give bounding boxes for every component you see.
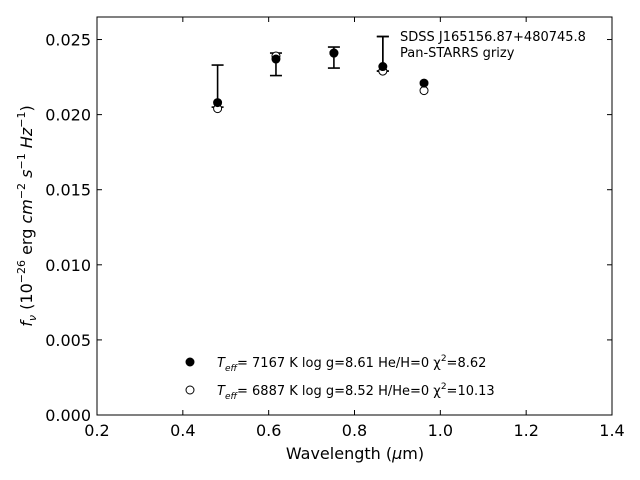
x-tick-label: 1.2 bbox=[513, 421, 538, 440]
model-point-filled bbox=[419, 78, 429, 88]
model-point-open bbox=[419, 86, 429, 96]
legend-label-part: eff bbox=[225, 364, 239, 374]
model-point-filled bbox=[329, 48, 339, 58]
model-point-filled bbox=[271, 54, 281, 64]
data-points bbox=[213, 48, 429, 114]
annotation-object-name: SDSS J165156.87+480745.8 bbox=[400, 30, 586, 45]
y-tick-label: 0.025 bbox=[45, 31, 91, 50]
legend-label-part: =8.62 bbox=[447, 356, 487, 371]
y-tick-label: 0.005 bbox=[45, 331, 91, 350]
x-tick-label: 0.4 bbox=[170, 421, 195, 440]
x-tick-label: 0.6 bbox=[256, 421, 281, 440]
legend-marker-filled bbox=[185, 357, 195, 367]
legend-label-part: = 6887 K log g=8.52 H/He=0 χ bbox=[237, 384, 441, 399]
x-tick-label: 1.0 bbox=[428, 421, 453, 440]
legend: Teff= 7167 K log g=8.61 He/H=0 χ2=8.62Te… bbox=[185, 354, 495, 402]
y-tick-label: 0.010 bbox=[45, 256, 91, 275]
model-point-filled bbox=[213, 98, 223, 108]
x-tick-label: 0.2 bbox=[84, 421, 109, 440]
y-tick-label: 0.020 bbox=[45, 106, 91, 125]
annotation-survey-name: Pan-STARRS grizy bbox=[400, 46, 515, 61]
y-tick-label: 0.015 bbox=[45, 181, 91, 200]
x-tick-label: 0.8 bbox=[342, 421, 367, 440]
x-axis-label: Wavelength (μm) bbox=[286, 444, 424, 463]
y-axis-label: fν (10−26 erg cm−2 s−1 Hz−1) bbox=[15, 105, 39, 326]
y-tick-label: 0.000 bbox=[45, 406, 91, 425]
x-axis-ticks: 0.2 0.4 0.6 0.8 1.0 1.2 1.4 bbox=[84, 17, 625, 440]
legend-marker-open bbox=[185, 385, 195, 395]
legend-label-part: eff bbox=[225, 392, 239, 402]
legend-label-part: =10.13 bbox=[447, 384, 495, 399]
model-point-filled bbox=[378, 62, 388, 72]
y-axis-ticks: 0.000 0.005 0.010 0.015 0.020 0.025 bbox=[45, 31, 612, 425]
legend-label-part: T bbox=[217, 384, 226, 399]
legend-label-part: 2 bbox=[441, 354, 447, 364]
legend-label-part: T bbox=[217, 356, 226, 371]
legend-label-part: = 7167 K log g=8.61 He/H=0 χ bbox=[237, 356, 441, 371]
legend-label-part: 2 bbox=[441, 382, 447, 392]
legend-label: Teff= 7167 K log g=8.61 He/H=0 χ2=8.62 bbox=[217, 354, 486, 374]
x-tick-label: 1.4 bbox=[599, 421, 624, 440]
legend-label: Teff= 6887 K log g=8.52 H/He=0 χ2=10.13 bbox=[217, 382, 495, 402]
